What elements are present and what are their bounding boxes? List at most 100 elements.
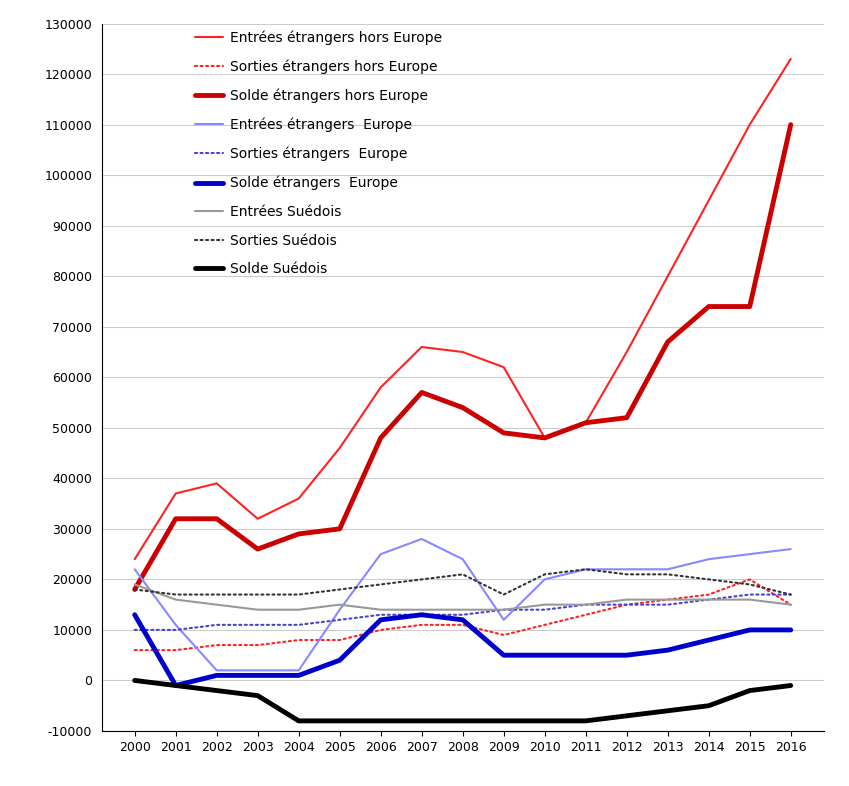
Entrées Suédois bbox=[785, 600, 796, 609]
Solde étrangers  Europe bbox=[253, 670, 263, 680]
Solde Suédois bbox=[662, 706, 672, 715]
Solde étrangers  Europe bbox=[662, 645, 672, 655]
Sorties Suédois bbox=[581, 564, 591, 574]
Sorties Suédois bbox=[130, 585, 140, 594]
Solde étrangers hors Europe bbox=[171, 514, 181, 523]
Solde étrangers hors Europe bbox=[294, 529, 304, 538]
Solde étrangers  Europe bbox=[130, 610, 140, 619]
Solde Suédois bbox=[294, 716, 304, 725]
Sorties Suédois bbox=[458, 570, 468, 579]
Legend: Entrées étrangers hors Europe, Sorties étrangers hors Europe, Solde étrangers ho: Entrées étrangers hors Europe, Sorties é… bbox=[195, 31, 442, 276]
Line: Solde étrangers hors Europe: Solde étrangers hors Europe bbox=[135, 125, 790, 590]
Solde Suédois bbox=[458, 716, 468, 725]
Sorties Suédois bbox=[621, 570, 632, 579]
Entrées étrangers  Europe bbox=[130, 564, 140, 574]
Sorties étrangers hors Europe bbox=[704, 590, 714, 599]
Entrées étrangers  Europe bbox=[294, 666, 304, 675]
Solde Suédois bbox=[335, 716, 345, 725]
Sorties étrangers  Europe bbox=[171, 625, 181, 634]
Line: Sorties étrangers  Europe: Sorties étrangers Europe bbox=[135, 594, 790, 630]
Entrées étrangers hors Europe bbox=[785, 54, 796, 64]
Solde étrangers hors Europe bbox=[540, 433, 550, 443]
Sorties étrangers  Europe bbox=[375, 610, 385, 619]
Sorties étrangers hors Europe bbox=[294, 635, 304, 645]
Sorties Suédois bbox=[417, 575, 427, 584]
Sorties Suédois bbox=[704, 575, 714, 584]
Solde étrangers hors Europe bbox=[335, 524, 345, 534]
Sorties étrangers  Europe bbox=[335, 615, 345, 625]
Sorties étrangers hors Europe bbox=[540, 620, 550, 630]
Sorties Suédois bbox=[253, 590, 263, 599]
Solde étrangers hors Europe bbox=[498, 428, 509, 438]
Solde étrangers  Europe bbox=[498, 651, 509, 660]
Sorties Suédois bbox=[375, 580, 385, 590]
Entrées étrangers hors Europe bbox=[335, 443, 345, 453]
Entrées étrangers  Europe bbox=[785, 545, 796, 554]
Entrées Suédois bbox=[745, 595, 755, 604]
Sorties Suédois bbox=[498, 590, 509, 599]
Solde étrangers  Europe bbox=[294, 670, 304, 680]
Entrées Suédois bbox=[704, 595, 714, 604]
Sorties étrangers  Europe bbox=[581, 600, 591, 609]
Sorties étrangers hors Europe bbox=[785, 600, 796, 609]
Entrées étrangers hors Europe bbox=[662, 271, 672, 281]
Sorties Suédois bbox=[335, 585, 345, 594]
Entrées étrangers  Europe bbox=[745, 549, 755, 559]
Entrées étrangers  Europe bbox=[417, 534, 427, 544]
Sorties Suédois bbox=[171, 590, 181, 599]
Sorties étrangers hors Europe bbox=[171, 645, 181, 655]
Entrées étrangers hors Europe bbox=[540, 433, 550, 443]
Line: Sorties étrangers hors Europe: Sorties étrangers hors Europe bbox=[135, 579, 790, 650]
Solde Suédois bbox=[745, 686, 755, 696]
Line: Entrées Suédois: Entrées Suédois bbox=[135, 585, 790, 610]
Solde étrangers  Europe bbox=[745, 625, 755, 634]
Sorties Suédois bbox=[294, 590, 304, 599]
Solde étrangers  Europe bbox=[417, 610, 427, 619]
Solde étrangers hors Europe bbox=[417, 387, 427, 397]
Line: Entrées étrangers hors Europe: Entrées étrangers hors Europe bbox=[135, 59, 790, 559]
Entrées Suédois bbox=[253, 605, 263, 615]
Solde étrangers  Europe bbox=[211, 670, 222, 680]
Solde étrangers hors Europe bbox=[375, 433, 385, 443]
Entrées étrangers hors Europe bbox=[621, 347, 632, 357]
Solde Suédois bbox=[785, 681, 796, 690]
Entrées étrangers hors Europe bbox=[417, 342, 427, 351]
Solde étrangers  Europe bbox=[581, 651, 591, 660]
Sorties Suédois bbox=[211, 590, 222, 599]
Sorties étrangers  Europe bbox=[294, 620, 304, 630]
Entrées étrangers hors Europe bbox=[745, 120, 755, 130]
Entrées étrangers hors Europe bbox=[211, 479, 222, 488]
Sorties Suédois bbox=[745, 580, 755, 590]
Entrées Suédois bbox=[540, 600, 550, 609]
Entrées étrangers  Europe bbox=[211, 666, 222, 675]
Solde Suédois bbox=[540, 716, 550, 725]
Solde étrangers hors Europe bbox=[458, 403, 468, 413]
Sorties étrangers hors Europe bbox=[621, 600, 632, 609]
Line: Solde étrangers  Europe: Solde étrangers Europe bbox=[135, 615, 790, 685]
Solde étrangers hors Europe bbox=[704, 302, 714, 311]
Entrées Suédois bbox=[130, 580, 140, 590]
Solde Suédois bbox=[417, 716, 427, 725]
Entrées Suédois bbox=[662, 595, 672, 604]
Entrées étrangers hors Europe bbox=[498, 362, 509, 372]
Solde Suédois bbox=[498, 716, 509, 725]
Entrées étrangers hors Europe bbox=[704, 196, 714, 205]
Entrées étrangers  Europe bbox=[540, 575, 550, 584]
Entrées Suédois bbox=[581, 600, 591, 609]
Sorties étrangers  Europe bbox=[458, 610, 468, 619]
Sorties étrangers  Europe bbox=[417, 610, 427, 619]
Solde étrangers  Europe bbox=[458, 615, 468, 625]
Sorties étrangers hors Europe bbox=[662, 595, 672, 604]
Solde étrangers  Europe bbox=[171, 681, 181, 690]
Entrées Suédois bbox=[621, 595, 632, 604]
Entrées étrangers hors Europe bbox=[171, 489, 181, 498]
Entrées étrangers hors Europe bbox=[375, 383, 385, 392]
Solde Suédois bbox=[253, 691, 263, 700]
Solde étrangers hors Europe bbox=[253, 545, 263, 554]
Entrées Suédois bbox=[498, 605, 509, 615]
Entrées étrangers  Europe bbox=[375, 549, 385, 559]
Entrées étrangers  Europe bbox=[458, 554, 468, 564]
Entrées étrangers  Europe bbox=[662, 564, 672, 574]
Solde étrangers hors Europe bbox=[662, 337, 672, 347]
Sorties étrangers hors Europe bbox=[581, 610, 591, 619]
